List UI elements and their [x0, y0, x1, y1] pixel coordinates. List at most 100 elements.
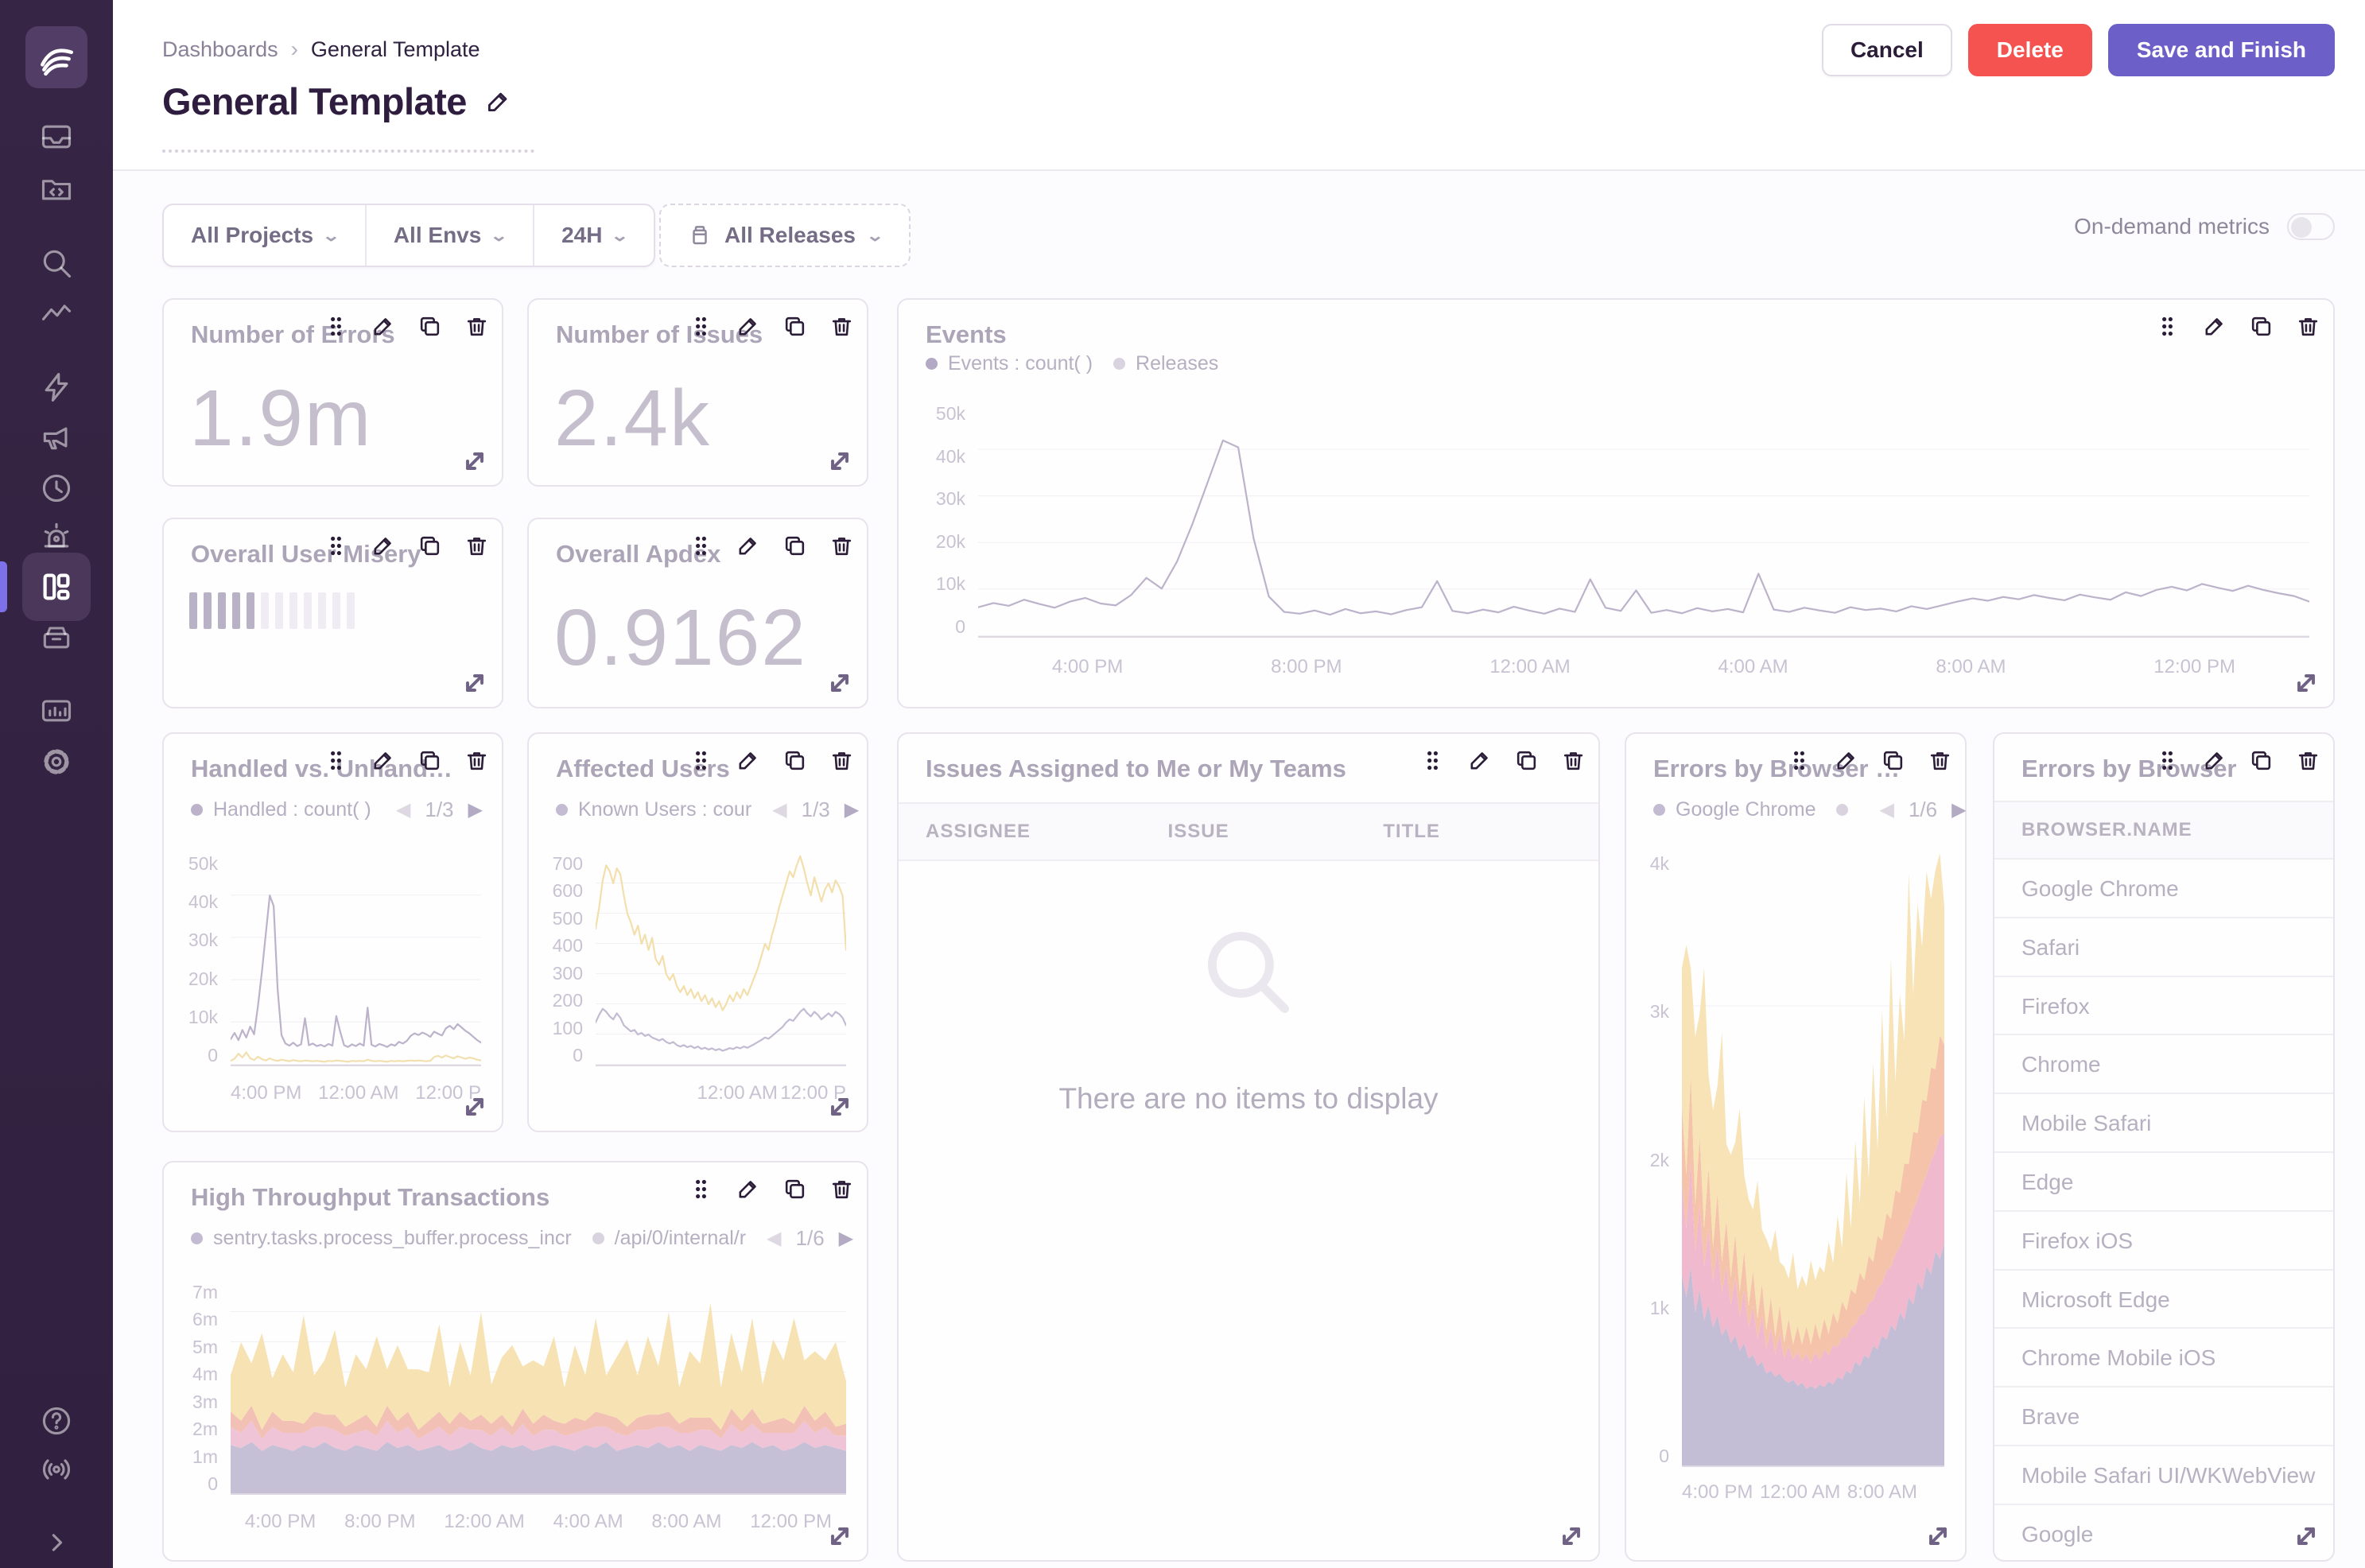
edit-widget-icon[interactable] — [371, 748, 395, 777]
drag-handle-icon[interactable] — [689, 314, 713, 343]
duplicate-widget-icon[interactable] — [417, 534, 442, 562]
legend-truncated[interactable] — [1836, 804, 1858, 816]
cancel-button[interactable]: Cancel — [1821, 24, 1952, 76]
legend-events-count[interactable]: Events : count( ) — [926, 352, 1093, 375]
dashboards-icon[interactable] — [22, 553, 91, 621]
pager-prev-icon[interactable]: ◀ — [1879, 799, 1894, 821]
edit-widget-icon[interactable] — [736, 1177, 760, 1205]
stats-icon[interactable] — [38, 692, 75, 728]
throughput-chart[interactable] — [231, 1282, 846, 1495]
performance-icon[interactable] — [38, 295, 75, 332]
edit-widget-icon[interactable] — [2202, 314, 2227, 343]
resize-handle-icon[interactable] — [2292, 669, 2320, 697]
settings-icon[interactable] — [38, 743, 75, 780]
delete-widget-icon[interactable] — [464, 534, 489, 562]
legend-google-chrome[interactable]: Google Chrome — [1653, 798, 1815, 821]
edit-widget-icon[interactable] — [2202, 748, 2227, 777]
duplicate-widget-icon[interactable] — [783, 1177, 807, 1205]
pager-next-icon[interactable]: ▶ — [838, 1228, 854, 1249]
delete-widget-icon[interactable] — [829, 748, 854, 777]
pager-prev-icon[interactable]: ◀ — [767, 1228, 782, 1249]
resize-handle-icon[interactable] — [825, 447, 854, 475]
search-icon[interactable] — [38, 245, 75, 281]
duplicate-widget-icon[interactable] — [1881, 748, 1905, 777]
delete-widget-icon[interactable] — [464, 314, 489, 343]
edit-widget-icon[interactable] — [371, 534, 395, 562]
issues-icon[interactable] — [38, 118, 75, 155]
collapse-icon[interactable] — [38, 1524, 75, 1561]
resize-handle-icon[interactable] — [460, 669, 489, 697]
legend-releases[interactable]: Releases — [1113, 352, 1218, 375]
replays-icon[interactable] — [38, 470, 75, 506]
duplicate-widget-icon[interactable] — [2249, 314, 2274, 343]
resize-handle-icon[interactable] — [1924, 1522, 1952, 1551]
resize-handle-icon[interactable] — [1557, 1522, 1586, 1551]
drag-handle-icon[interactable] — [689, 534, 713, 562]
alerts-icon[interactable] — [38, 518, 75, 555]
edit-widget-icon[interactable] — [1834, 748, 1858, 777]
pager-next-icon[interactable]: ▶ — [844, 799, 860, 821]
duplicate-widget-icon[interactable] — [783, 314, 807, 343]
page-title[interactable]: General Template — [162, 80, 467, 122]
edit-widget-icon[interactable] — [736, 748, 760, 777]
delete-button[interactable]: Delete — [1967, 24, 2092, 76]
feedback-icon[interactable] — [38, 419, 75, 456]
edit-widget-icon[interactable] — [736, 534, 760, 562]
errors-over-time-chart[interactable] — [1682, 853, 1944, 1467]
handled-chart[interactable] — [231, 853, 481, 1066]
legend-process-buffer[interactable]: sentry.tasks.process_buffer.process_incr — [191, 1227, 572, 1250]
environments-filter[interactable]: All Envs ⌄ — [364, 205, 533, 266]
sentry-logo-icon[interactable] — [25, 26, 87, 88]
save-and-finish-button[interactable]: Save and Finish — [2107, 24, 2335, 76]
resize-handle-icon[interactable] — [2292, 1522, 2320, 1551]
drag-handle-icon[interactable] — [2155, 314, 2180, 343]
pager-prev-icon[interactable]: ◀ — [395, 799, 411, 821]
duplicate-widget-icon[interactable] — [417, 314, 442, 343]
edit-title-icon[interactable] — [484, 88, 511, 115]
drag-handle-icon[interactable] — [689, 748, 713, 777]
browser-table-rows[interactable]: Google Chrome Safari Firefox Chrome Mobile S… — [1994, 860, 2333, 1560]
resize-handle-icon[interactable] — [825, 1522, 854, 1551]
drag-handle-icon[interactable] — [324, 314, 348, 343]
resize-handle-icon[interactable] — [460, 447, 489, 475]
duplicate-widget-icon[interactable] — [783, 534, 807, 562]
drag-handle-icon[interactable] — [324, 748, 348, 777]
releases-filter[interactable]: All Releases ⌄ — [659, 204, 911, 267]
duplicate-widget-icon[interactable] — [417, 748, 442, 777]
delete-widget-icon[interactable] — [829, 1177, 854, 1205]
pager-next-icon[interactable]: ▶ — [1951, 799, 1967, 821]
edit-widget-icon[interactable] — [736, 314, 760, 343]
resize-handle-icon[interactable] — [825, 1093, 854, 1121]
delete-widget-icon[interactable] — [2296, 748, 2320, 777]
duplicate-widget-icon[interactable] — [783, 748, 807, 777]
on-demand-metrics-toggle[interactable] — [2287, 213, 2335, 240]
duplicate-widget-icon[interactable] — [2249, 748, 2274, 777]
delete-widget-icon[interactable] — [829, 314, 854, 343]
duplicate-widget-icon[interactable] — [1514, 748, 1539, 777]
help-icon[interactable] — [38, 1403, 75, 1439]
date-range-filter[interactable]: 24H ⌄ — [533, 205, 654, 266]
delete-widget-icon[interactable] — [2296, 314, 2320, 343]
projects-filter[interactable]: All Projects ⌄ — [191, 223, 341, 247]
releases-icon[interactable] — [38, 619, 75, 655]
legend-api-internal[interactable]: /api/0/internal/r — [592, 1227, 746, 1250]
drag-handle-icon[interactable] — [2155, 748, 2180, 777]
broadcast-icon[interactable] — [38, 1451, 75, 1488]
delete-widget-icon[interactable] — [1561, 748, 1586, 777]
lightning-icon[interactable] — [38, 369, 75, 406]
legend-known-users[interactable]: Known Users : cour — [556, 798, 751, 821]
delete-widget-icon[interactable] — [464, 748, 489, 777]
edit-widget-icon[interactable] — [1467, 748, 1492, 777]
resize-handle-icon[interactable] — [460, 1093, 489, 1121]
legend-handled[interactable]: Handled : count( ) — [191, 798, 371, 821]
delete-widget-icon[interactable] — [1928, 748, 1952, 777]
pager-prev-icon[interactable]: ◀ — [772, 799, 787, 821]
drag-handle-icon[interactable] — [324, 534, 348, 562]
events-chart[interactable] — [978, 403, 2309, 638]
delete-widget-icon[interactable] — [829, 534, 854, 562]
drag-handle-icon[interactable] — [689, 1177, 713, 1205]
resize-handle-icon[interactable] — [825, 669, 854, 697]
projects-icon[interactable] — [38, 170, 75, 207]
drag-handle-icon[interactable] — [1420, 748, 1445, 777]
pager-next-icon[interactable]: ▶ — [468, 799, 483, 821]
